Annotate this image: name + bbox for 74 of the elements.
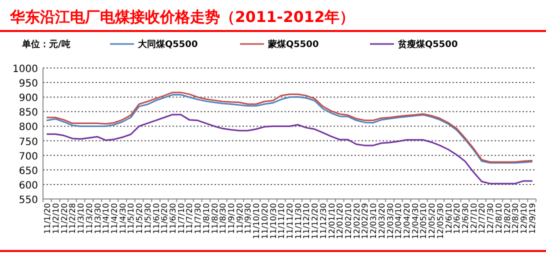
x-tick-label: 12/8/20 [502,203,512,234]
x-tick-label: 11/2/10 [52,203,61,234]
x-tick-label: 12/8/10 [494,203,504,234]
x-tick-label: 12/03/30 [386,203,395,239]
x-tick-label: 11/12/20 [310,203,320,239]
x-tick-label: 11/8/10 [202,203,211,234]
x-tick-label: 11/8/30 [218,203,228,234]
x-tick-label: 11/12/30 [318,203,328,239]
x-tick-label: 11/9/30 [244,203,253,234]
x-tick-label: 11/8/20 [210,203,220,234]
x-tick-label: 12/02/20 [352,203,362,239]
x-tick-label: 12/9/10 [519,203,528,234]
x-tick-label: 12/7/10 [469,203,478,234]
x-tick-label: 11/11/30 [294,203,303,239]
x-tick-label: 12/05/30 [436,203,445,239]
legend-label: 贫瘦煤Q5500 [397,39,458,50]
x-tick-label: 12/03/10 [369,203,378,239]
x-tick-label: 12/03/20 [377,203,386,239]
x-tick-label: 11/7/30 [194,203,203,234]
x-tick-label: 12/02/10 [344,203,353,239]
y-tick-label: 950 [18,78,38,90]
x-tick-label: 12/9/19 [528,203,537,234]
x-tick-label: 12/6/20 [452,203,462,234]
x-tick-label: 11/10/20 [260,203,270,239]
x-tick-label: 12/02/29 [360,203,370,239]
x-tick-label: 11/3/10 [76,203,86,234]
x-tick-label: 12/7/20 [478,203,487,234]
x-tick-label: 12/05/20 [428,203,437,239]
y-tick-label: 600 [18,180,38,192]
chart-title: 华东沿江电厂电煤接收价格走势（2011-2012年） [9,8,355,26]
x-tick-label: 12/8/30 [511,203,520,234]
x-tick-label: 11/11/10 [277,203,286,239]
x-tick-label: 11/6/20 [160,203,170,234]
legend-label: 大同煤Q5500 [138,39,198,50]
x-tick-label: 11/5/30 [143,203,152,234]
y-tick-label: 900 [18,93,38,104]
x-tick-label: 11/4/20 [110,203,120,234]
x-tick-label: 11/12/10 [302,203,312,239]
text: 单位：元/吨 [21,39,70,50]
y-tick-label: 850 [18,108,38,119]
x-tick-label: 11/4/10 [102,203,111,234]
y-tick-label: 550 [18,195,38,206]
x-tick-label: 11/9/10 [227,203,236,234]
x-tick-label: 12/01/10 [327,203,336,239]
x-tick-label: 12/6/30 [460,203,470,234]
x-tick-label: 12/7/30 [486,203,496,234]
y-tick-label: 700 [18,151,38,162]
x-tick-label: 12/05/10 [419,203,428,239]
x-tick-label: 11/7/20 [185,203,194,234]
x-tick-label: 11/4/30 [118,203,128,234]
x-tick-label: 12/04/20 [402,203,412,239]
y-tick-label: 750 [18,136,38,148]
x-tick-label: 12/01/20 [336,203,345,239]
x-tick-label: 11/3/20 [84,203,94,234]
x-tick-label: 12/04/30 [410,203,420,239]
x-tick-label: 11/6/30 [168,203,178,234]
x-tick-label: 11/5/10 [126,203,136,234]
legend-label: 蒙煤Q5500 [267,39,319,50]
x-tick-label: 11/10/10 [252,203,262,239]
x-tick-label: 11/11/20 [286,203,294,239]
x-tick-label: 12/04/10 [394,203,404,239]
x-tick-label: 11/3/30 [93,203,102,234]
y-tick-label: 650 [18,166,38,177]
x-tick-label: 11/5/20 [135,203,144,234]
x-tick-label: 11/6/10 [152,203,161,234]
y-tick-label: 1000 [12,64,38,75]
x-tick-label: 12/6/10 [444,203,454,234]
x-tick-label: 11/9/20 [235,203,244,234]
x-tick-label: 11/1/20 [43,203,52,234]
x-tick-label: 11/7/10 [176,203,186,234]
x-tick-label: 11/2/20 [60,203,69,234]
y-tick-label: 800 [18,122,38,134]
x-tick-label: 11/10/30 [268,203,278,239]
x-tick-label: 11/2/28 [68,203,78,234]
